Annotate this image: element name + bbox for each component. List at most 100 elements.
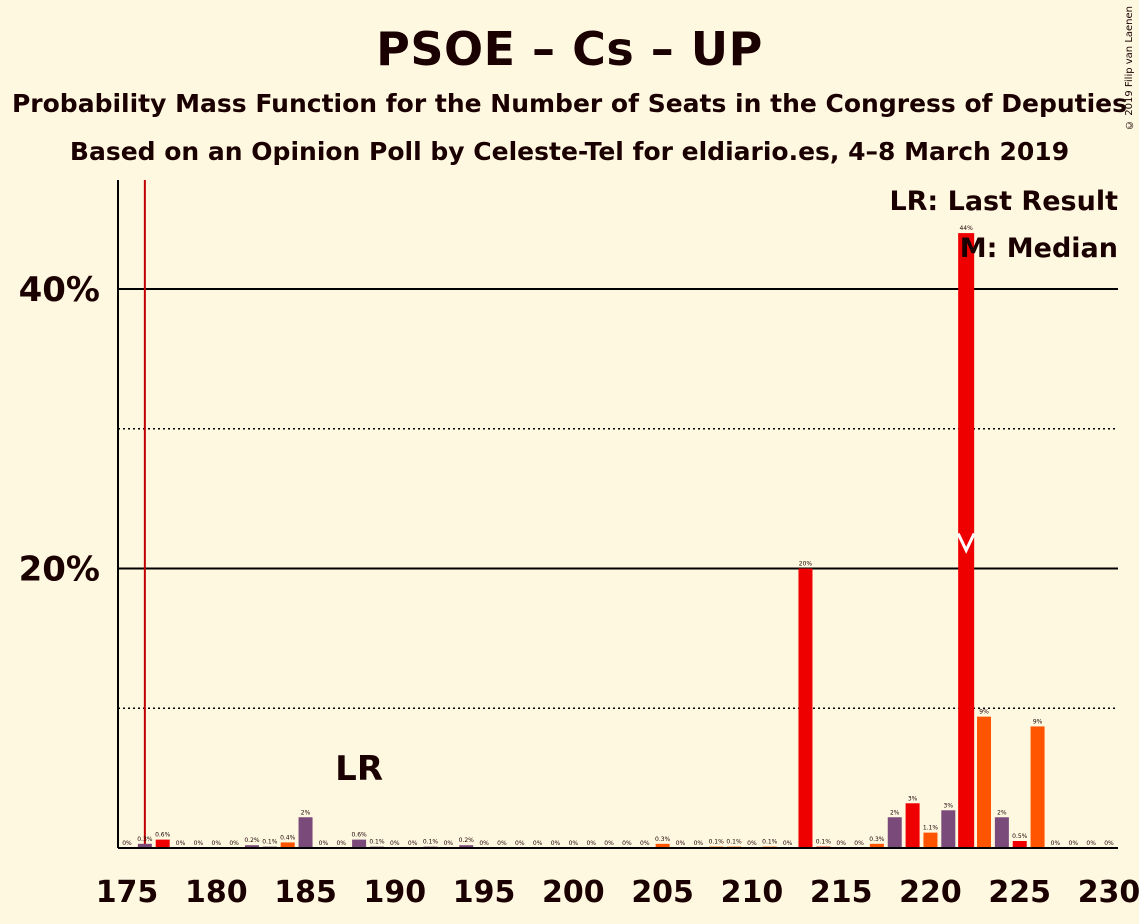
bar-label-207: 0% (694, 840, 704, 847)
bar-label-199: 0% (551, 840, 561, 847)
gridlines (118, 180, 1118, 848)
bar-label-185: 2% (301, 809, 311, 816)
x-tick-label-230: 230 (1078, 875, 1139, 910)
bar-label-195: 0% (479, 840, 489, 847)
bar-label-179: 0% (194, 840, 204, 847)
bar-seat-226 (1030, 726, 1045, 848)
bar-label-208: 0.1% (709, 839, 725, 846)
bar-label-211: 0.1% (762, 839, 778, 846)
chart-subtitle-1: Probability Mass Function for the Number… (11, 89, 1128, 118)
bar-label-225: 0.5% (1012, 833, 1028, 840)
y-tick-label-40: 40% (19, 270, 100, 310)
bar-label-206: 0% (676, 840, 686, 847)
bar-label-202: 0% (604, 840, 614, 847)
bar-label-190: 0% (390, 840, 400, 847)
x-tick-label-175: 175 (96, 875, 159, 910)
bar-seat-220 (923, 832, 938, 848)
bar-label-209: 0.1% (726, 839, 742, 846)
bar-seat-219 (905, 803, 920, 848)
legend-last-result: LR: Last Result (889, 186, 1118, 217)
bar-seat-182 (244, 845, 259, 848)
bar-seat-194 (459, 845, 474, 848)
chart-subtitle-2: Based on an Opinion Poll by Celeste-Tel … (69, 137, 1070, 166)
median-marker: M (956, 532, 976, 554)
bars-group (137, 233, 1045, 849)
bar-seat-225 (1012, 841, 1027, 848)
lr-marker-label: LR (335, 749, 383, 789)
legend-median: M: Median (960, 233, 1118, 264)
bar-label-182: 0.2% (244, 837, 260, 844)
legend-lr-background (932, 184, 1124, 220)
bar-labels-group: 0%0.3%0.6%0% 0% 0% 0% 0.2% 0.1%0.4%2%0% 0%0.6%… (122, 225, 1114, 847)
x-tick-label-210: 210 (721, 875, 784, 910)
chart-title: PSOE – Cs – UP (376, 22, 763, 76)
bar-label-228: 0% (1069, 840, 1079, 847)
bar-seat-177 (155, 839, 170, 848)
bar-seat-188 (352, 839, 367, 848)
bar-label-216: 0% (854, 840, 864, 847)
bar-label-191: 0% (408, 840, 418, 847)
bar-label-210: 0% (747, 840, 757, 847)
bar-label-188: 0.6% (351, 832, 367, 839)
x-tick-label-195: 195 (453, 875, 516, 910)
bar-label-215: 0% (836, 840, 846, 847)
bar-seat-176 (137, 843, 152, 848)
bar-label-180: 0% (212, 840, 222, 847)
bar-label-178: 0% (176, 840, 186, 847)
bar-label-218: 2% (890, 809, 900, 816)
bar-label-189: 0.1% (369, 839, 385, 846)
bar-seat-221 (941, 810, 956, 848)
x-tick-label-225: 225 (988, 875, 1051, 910)
bar-label-194: 0.2% (459, 837, 475, 844)
bar-label-203: 0% (622, 840, 632, 847)
bar-label-227: 0% (1051, 840, 1061, 847)
bar-seat-217 (869, 843, 884, 848)
bar-label-200: 0% (569, 840, 579, 847)
bar-seat-222 (958, 233, 975, 849)
x-tick-label-205: 205 (631, 875, 694, 910)
legend: LR: Last Result M: Median (889, 184, 1124, 266)
x-tick-label-220: 220 (899, 875, 962, 910)
bar-label-214: 0.1% (816, 839, 832, 846)
bar-seat-185 (298, 817, 313, 848)
bar-label-176: 0.3% (137, 836, 153, 843)
bar-label-220: 1.1% (923, 825, 939, 832)
bar-label-183: 0.1% (262, 839, 278, 846)
bar-label-230: 0% (1104, 840, 1114, 847)
bar-label-217: 0.3% (869, 836, 885, 843)
bar-seat-184 (280, 842, 295, 848)
bar-label-192: 0.1% (423, 839, 439, 846)
bar-label-198: 0% (533, 840, 543, 847)
x-tick-label-215: 215 (810, 875, 873, 910)
bar-label-213: 20% (799, 561, 813, 568)
bar-seat-223 (977, 716, 992, 848)
bar-seat-218 (887, 817, 902, 848)
bar-label-221: 3% (944, 802, 954, 809)
bar-label-204: 0% (640, 840, 650, 847)
bar-label-201: 0% (586, 840, 596, 847)
legend-median-background (978, 230, 1124, 266)
bar-seat-213 (798, 568, 813, 848)
axes-group: 20% 40% 175 180 185 190 195 200 205 210 215 220 225 2… (19, 180, 1139, 910)
x-tick-label-200: 200 (542, 875, 605, 910)
bar-label-177: 0.6% (155, 832, 171, 839)
bar-label-219: 3% (908, 795, 918, 802)
bar-label-226: 9% (1033, 718, 1043, 725)
x-tick-label-180: 180 (185, 875, 248, 910)
y-tick-label-20: 20% (19, 550, 100, 590)
bar-label-224: 2% (997, 809, 1007, 816)
x-tick-label-190: 190 (364, 875, 427, 910)
bar-label-193: 0% (444, 840, 454, 847)
bar-label-197: 0% (515, 840, 525, 847)
bar-label-175: 0% (122, 840, 132, 847)
bar-label-186: 0% (319, 840, 329, 847)
bar-seat-224 (994, 817, 1009, 848)
bar-label-222: 44% (959, 225, 973, 232)
bar-label-181: 0% (229, 840, 239, 847)
bar-label-196: 0% (497, 840, 507, 847)
bar-label-229: 0% (1086, 840, 1096, 847)
bar-label-187: 0% (336, 840, 346, 847)
bar-label-212: 0% (783, 840, 793, 847)
bar-label-205: 0.3% (655, 836, 671, 843)
